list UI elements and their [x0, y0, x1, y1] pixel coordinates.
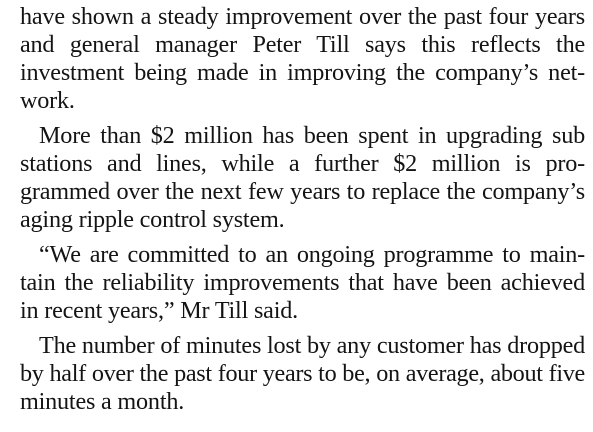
text-line: and general manager Peter Till says this…	[20, 31, 585, 58]
text-line: grammed over the next few years to repla…	[20, 178, 585, 205]
text-line: More than $2 million has been spent in u…	[39, 122, 585, 149]
text-line: tain the reliability improvements that h…	[20, 269, 585, 296]
text-line: aging ripple control system.	[20, 206, 285, 233]
text-line: “We are committed to an ongoing programm…	[39, 241, 585, 268]
text-line: in recent years,” Mr Till said.	[20, 297, 298, 324]
text-line: work.	[20, 87, 75, 114]
text-line: minutes a month.	[20, 388, 185, 415]
text-line: by half over the past four years to be, …	[20, 360, 585, 387]
text-line: investment being made in improving the c…	[20, 59, 585, 86]
text-line: The number of minutes lost by any custom…	[39, 332, 586, 359]
text-line: have shown a steady improvement over the…	[20, 3, 585, 30]
text-line: stations and lines, while a further $2 m…	[20, 150, 585, 177]
